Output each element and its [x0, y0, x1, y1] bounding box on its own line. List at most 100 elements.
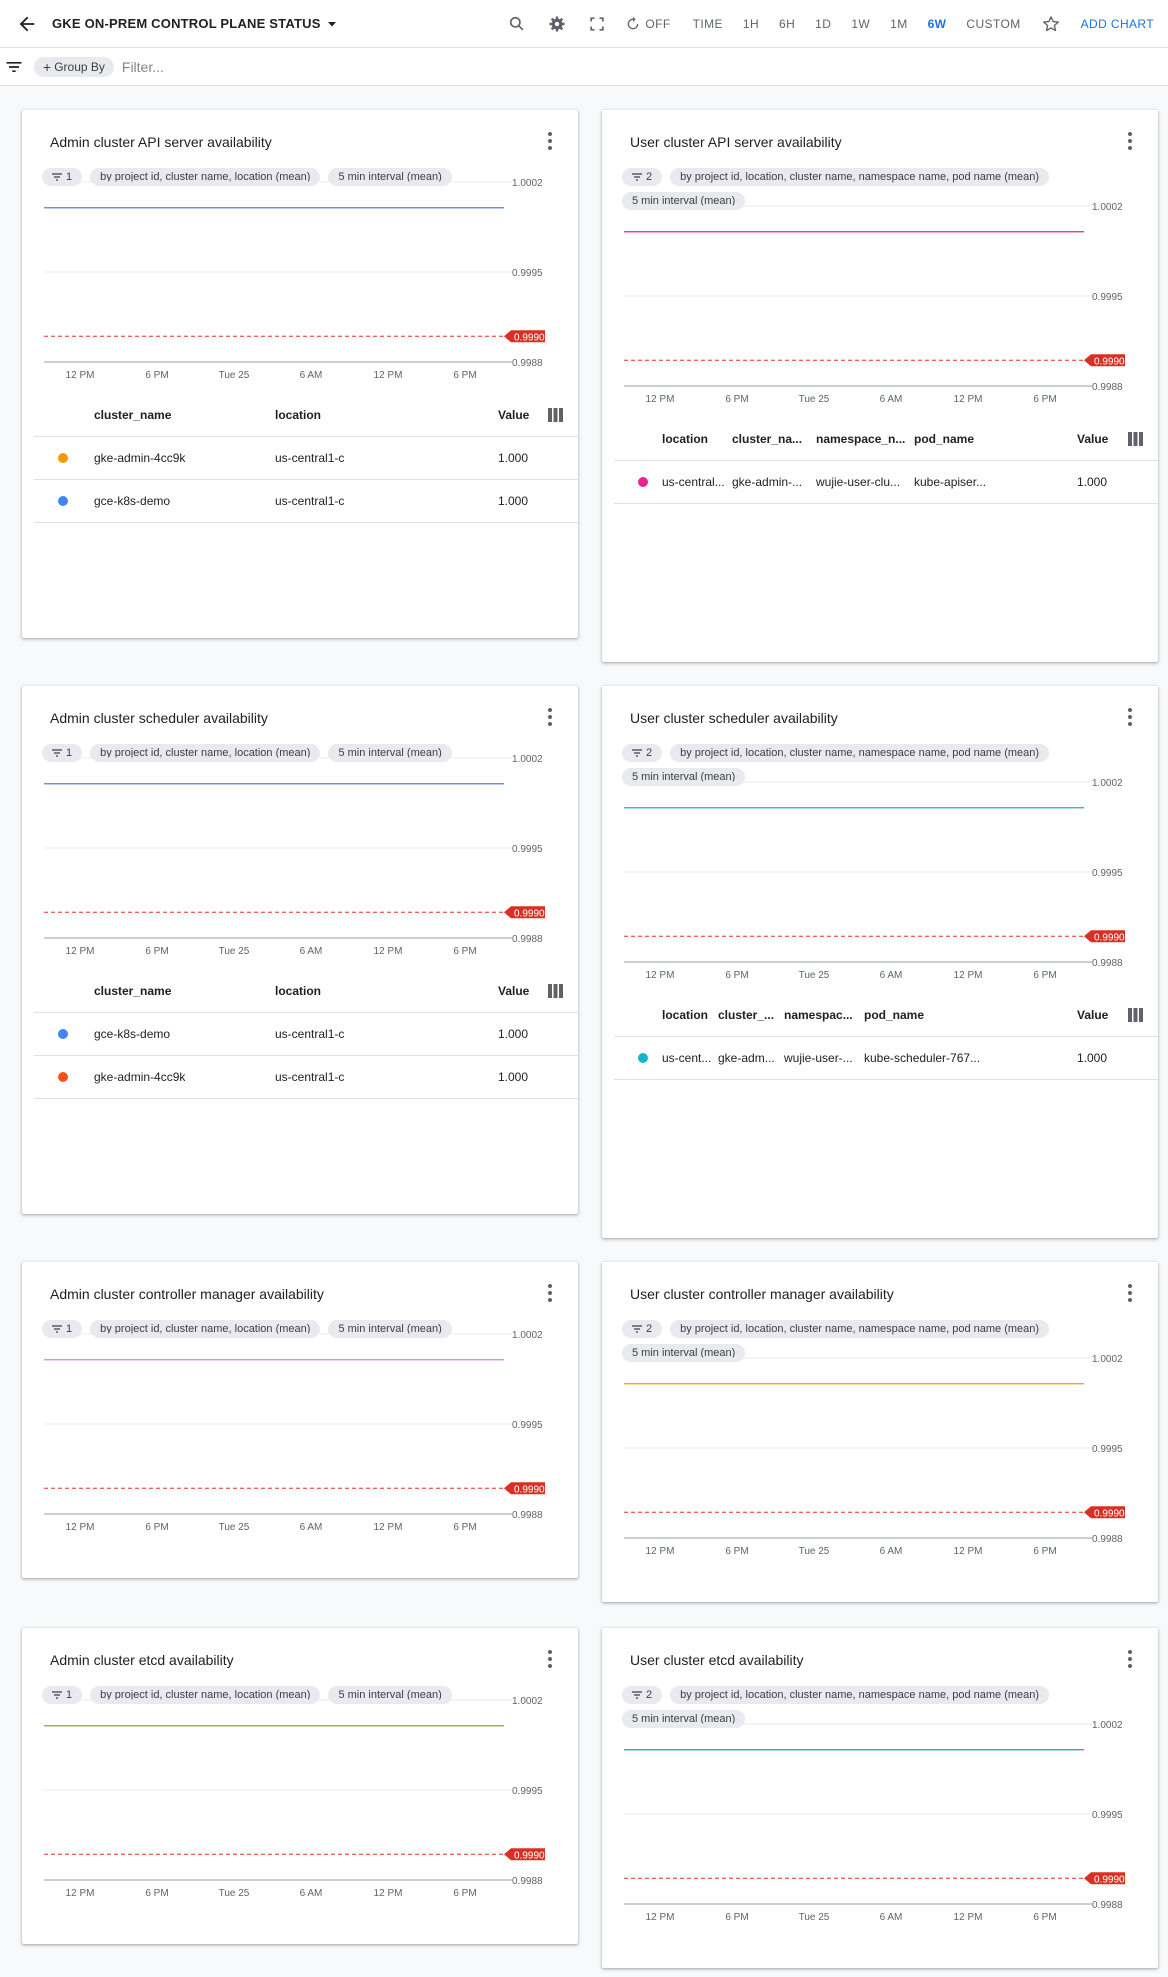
- range-6w[interactable]: 6W: [927, 16, 947, 31]
- dropdown-caret-icon[interactable]: [327, 19, 337, 29]
- table-row[interactable]: us-central... gke-admin-... wujie-user-clu…: [614, 461, 1158, 504]
- column-header[interactable]: location: [662, 432, 709, 446]
- threshold-label: 0.9990: [514, 1850, 545, 1861]
- table-cell: us-central1-c: [275, 494, 345, 508]
- x-tick-label: 6 PM: [453, 1888, 476, 1899]
- column-header[interactable]: pod_name: [864, 1008, 925, 1022]
- filter-icon: [52, 749, 62, 757]
- dashboard-title[interactable]: GKE ON-PREM CONTROL PLANE STATUS: [52, 16, 321, 31]
- chart-title: User cluster controller manager availabi…: [630, 1286, 894, 1302]
- group-by-chip[interactable]: by project id, location, cluster name, n…: [670, 1320, 1050, 1338]
- range-1m[interactable]: 1M: [890, 16, 908, 31]
- threshold-marker: [1084, 1506, 1125, 1519]
- auto-refresh-toggle[interactable]: OFF: [625, 16, 670, 32]
- table-header-row: location cluster_na... namespace_n... pod_n…: [614, 418, 1158, 461]
- y-tick-label: 0.9988: [1092, 382, 1123, 393]
- table-row[interactable]: gke-admin-4cc9k us-central1-c 1.000: [34, 1056, 578, 1099]
- range-1w[interactable]: 1W: [851, 16, 871, 31]
- range-custom[interactable]: CUSTOM: [966, 16, 1021, 31]
- x-tick-label: 12 PM: [374, 1522, 403, 1533]
- chip-label: by project id, location, cluster name, n…: [680, 171, 1040, 183]
- more-vert-icon[interactable]: [548, 132, 552, 150]
- column-header[interactable]: Value: [498, 408, 530, 422]
- filter-icon: [52, 1325, 62, 1333]
- more-vert-icon[interactable]: [1128, 1284, 1132, 1302]
- column-picker-icon[interactable]: [548, 984, 564, 998]
- threshold-marker: [504, 906, 545, 919]
- table-cell: 1.000: [498, 451, 529, 465]
- column-header[interactable]: cluster_...: [718, 1008, 775, 1022]
- filter-count-chip[interactable]: 2: [622, 168, 663, 186]
- x-tick-label: 12 PM: [646, 394, 675, 405]
- table-row[interactable]: us-cent... gke-adm... wujie-user-... kube-s…: [614, 1037, 1158, 1080]
- column-header[interactable]: cluster_na...: [732, 432, 803, 446]
- table-row[interactable]: gce-k8s-demo us-central1-c 1.000: [34, 1013, 578, 1056]
- table-row[interactable]: gce-k8s-demo us-central1-c 1.000: [34, 480, 578, 523]
- filter-count-chip[interactable]: 2: [622, 744, 663, 762]
- range-6h[interactable]: 6H: [779, 16, 796, 31]
- x-tick-label: 6 PM: [1033, 394, 1056, 405]
- y-tick-label: 0.9988: [1092, 1534, 1123, 1545]
- column-header[interactable]: cluster_name: [94, 984, 172, 998]
- column-picker-icon[interactable]: [548, 408, 564, 422]
- fullscreen-icon[interactable]: [587, 14, 607, 34]
- threshold-label: 0.9990: [514, 332, 545, 343]
- column-header[interactable]: Value: [1077, 432, 1109, 446]
- legend-table: cluster_name location Value gce-k8s-demo us-…: [34, 970, 578, 1099]
- column-header[interactable]: location: [275, 408, 322, 422]
- table-row[interactable]: gke-admin-4cc9k us-central1-c 1.000: [34, 437, 578, 480]
- filter-list-icon[interactable]: [4, 57, 24, 77]
- column-header[interactable]: pod_name: [914, 432, 975, 446]
- plus-icon: +: [43, 58, 52, 75]
- group-by-button[interactable]: + Group By: [34, 56, 114, 77]
- x-tick-label: Tue 25: [799, 1912, 830, 1923]
- user-cluster-controller-manager-availability-card: User cluster controller manager availabi…: [602, 1262, 1158, 1602]
- more-vert-icon[interactable]: [548, 1284, 552, 1302]
- x-tick-label: 12 PM: [954, 970, 983, 981]
- column-header[interactable]: location: [662, 1008, 709, 1022]
- column-header[interactable]: location: [275, 984, 322, 998]
- range-1h[interactable]: 1H: [742, 16, 760, 31]
- more-vert-icon[interactable]: [1128, 132, 1132, 150]
- x-tick-label: 12 PM: [66, 1522, 95, 1533]
- chip-label: by project id, cluster name, location (m…: [100, 1689, 311, 1701]
- chip-label: 5 min interval (mean): [338, 1323, 442, 1335]
- column-header[interactable]: cluster_name: [94, 408, 172, 422]
- x-tick-label: 12 PM: [66, 1888, 95, 1899]
- settings-gear-icon[interactable]: [547, 14, 567, 34]
- x-tick-label: 12 PM: [66, 946, 95, 957]
- more-vert-icon[interactable]: [548, 708, 552, 726]
- column-header[interactable]: Value: [1077, 1008, 1109, 1022]
- table-cell: 1.000: [498, 1070, 529, 1084]
- x-tick-label: 12 PM: [646, 1912, 675, 1923]
- star-icon[interactable]: [1041, 14, 1061, 34]
- y-tick-label: 0.9995: [1092, 868, 1123, 879]
- table-cell: us-central1-c: [275, 1027, 345, 1041]
- line-chart: 1.0002 0.9995 0.9988 0.9990 12 PM 6 PM Tue 25 6…: [22, 686, 578, 1214]
- column-header[interactable]: namespace_n...: [816, 432, 906, 446]
- filter-count-chip[interactable]: 2: [622, 1320, 663, 1338]
- group-by-chip[interactable]: by project id, location, cluster name, n…: [670, 1686, 1050, 1704]
- column-header[interactable]: Value: [498, 984, 530, 998]
- filter-count-chip[interactable]: 2: [622, 1686, 663, 1704]
- table-cell: wujie-user-...: [784, 1051, 853, 1065]
- more-vert-icon[interactable]: [1128, 1650, 1132, 1668]
- column-picker-icon[interactable]: [1128, 1008, 1144, 1022]
- line-chart: 1.0002 0.9995 0.9988 0.9990 12 PM 6 PM Tue 25 6…: [22, 110, 578, 638]
- group-by-chip[interactable]: by project id, location, cluster name, n…: [670, 744, 1050, 762]
- threshold-label: 0.9990: [514, 1484, 545, 1495]
- more-vert-icon[interactable]: [548, 1650, 552, 1668]
- filter-input[interactable]: [119, 57, 524, 76]
- column-picker-icon[interactable]: [1128, 432, 1144, 446]
- more-vert-icon[interactable]: [1128, 708, 1132, 726]
- chip-label: by project id, cluster name, location (m…: [100, 747, 311, 759]
- table-cell: wujie-user-clu...: [816, 475, 901, 489]
- chip-label: 2: [646, 747, 653, 759]
- search-icon[interactable]: [507, 14, 527, 34]
- column-header[interactable]: namespac...: [784, 1008, 853, 1022]
- back-arrow-icon[interactable]: [16, 13, 38, 35]
- group-by-chip[interactable]: by project id, location, cluster name, n…: [670, 168, 1050, 186]
- y-tick-label: 1.0002: [512, 1696, 543, 1707]
- add-chart-button[interactable]: ADD CHART: [1080, 16, 1154, 31]
- range-1d[interactable]: 1D: [815, 16, 832, 31]
